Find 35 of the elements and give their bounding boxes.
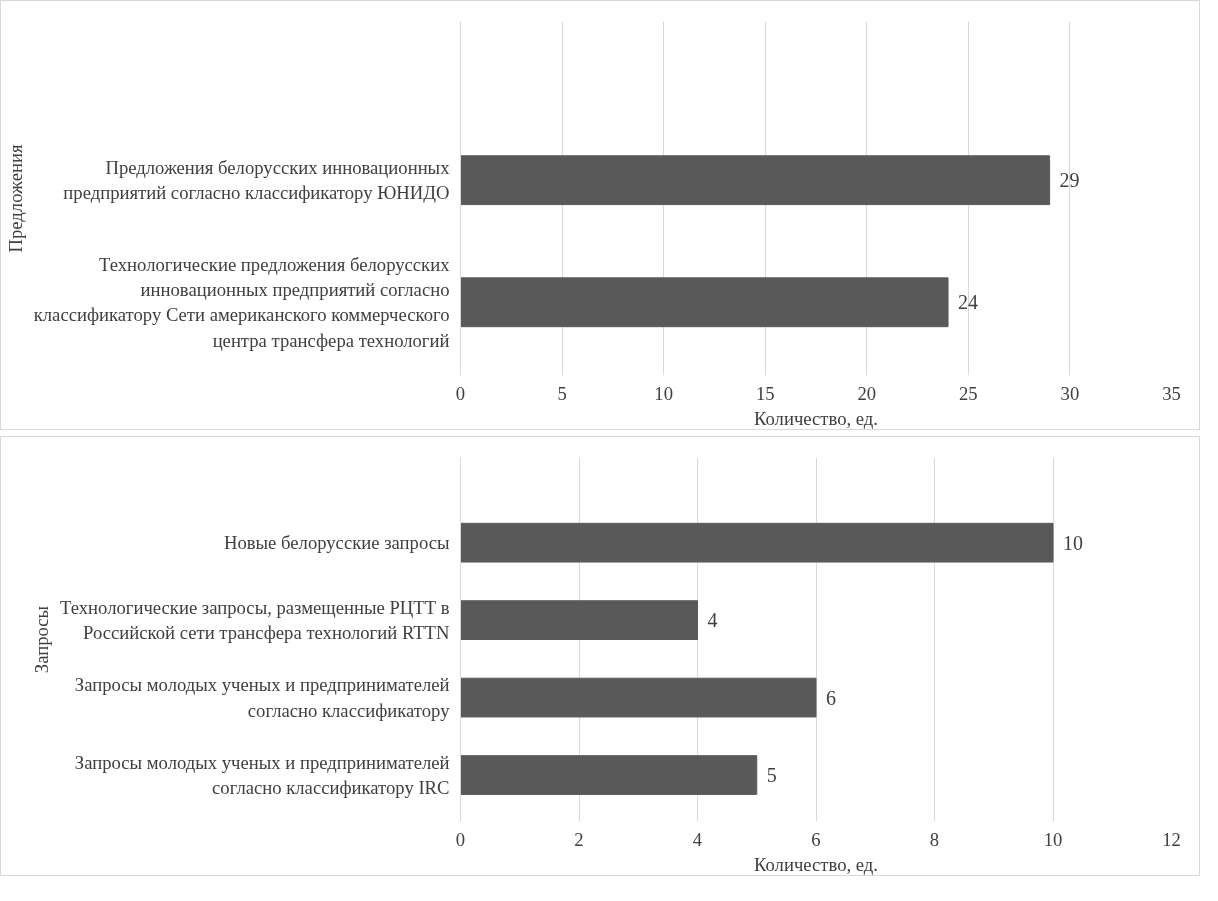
x-tick-label: 35 [1162,382,1181,404]
x-tick-label: 0 [455,828,466,850]
bar [460,677,817,718]
y-axis-title: Предложения [4,144,26,253]
data-label: 29 [1059,169,1080,192]
x-tick-label: 10 [1043,828,1063,850]
data-label: 5 [766,764,777,787]
bar [460,755,758,795]
x-tick-label: 15 [755,382,775,404]
data-label: 4 [707,609,718,632]
bar [460,600,698,640]
x-tick-label: 12 [1162,828,1181,850]
y-tick-label: Технологические предложения белорусских инновационных предприятий согласно классификатору Сети американского коммерческого центра трансфера технологий [33,253,451,351]
y-tick-label: Технологические запросы, размещенные РЦТТ в Российской сети трансфера технологий RTTN [60,597,451,644]
x-tick-label: 25 [959,382,978,404]
x-tick-label: 8 [929,828,940,850]
x-tick-label: 30 [1060,382,1080,404]
y-tick-label: Запросы молодых ученых и предпринимателей согласно классификатору [74,674,451,721]
data-label: 10 [1063,531,1083,554]
x-axis-title: Количество, ед. [754,853,878,875]
x-tick-label: 6 [811,828,821,850]
y-tick-label: Новые белорусские запросы [223,532,450,554]
y-tick-label: Предложения белорусских инновационных предприятий согласно классификатору ЮНИДО [63,157,451,204]
x-axis-title: Количество, ед. [754,407,878,429]
data-label: 6 [826,686,836,709]
data-label: 24 [958,291,979,314]
x-tick-label: 2 [574,828,584,850]
x-tick-label: 20 [857,382,877,404]
bar [460,522,1054,563]
x-tick-label: 0 [455,382,466,404]
x-tick-label: 4 [692,828,703,850]
x-tick-label: 5 [557,382,567,404]
y-tick-label: Запросы молодых ученых и предпринимателей согласно классификатору IRC [74,751,450,799]
y-axis-title: Запросы [31,605,53,674]
x-tick-label: 10 [654,382,673,404]
